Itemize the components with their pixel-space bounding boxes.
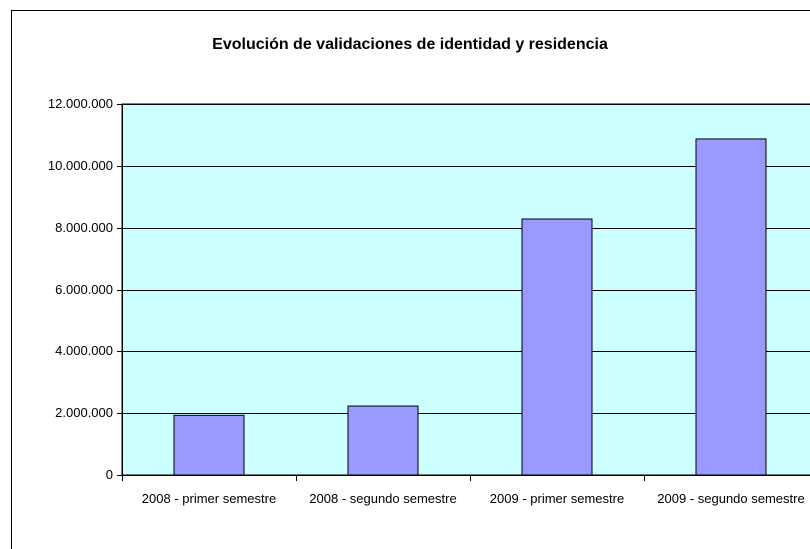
y-tick-label: 4.000.000 [55,343,113,358]
bar [695,138,767,476]
y-tick-label: 10.000.000 [48,158,113,173]
bar [347,405,419,476]
y-tick-label: 6.000.000 [55,282,113,297]
bar [173,414,245,476]
x-tick-label: 2008 - segundo semestre [309,491,457,506]
y-tick-label: 12.000.000 [48,96,113,111]
bar [521,218,593,476]
x-tick-label: 2009 - primer semestre [489,491,625,506]
y-tick-label: 0 [106,467,113,482]
chart-title: Evolución de validaciones de identidad y… [212,36,608,53]
x-tick-label: 2008 - primer semestre [141,491,277,506]
x-tick-label: 2009 - segundo semestre [657,491,805,506]
y-tick-label: 8.000.000 [55,220,113,235]
y-tick-label: 2.000.000 [55,405,113,420]
